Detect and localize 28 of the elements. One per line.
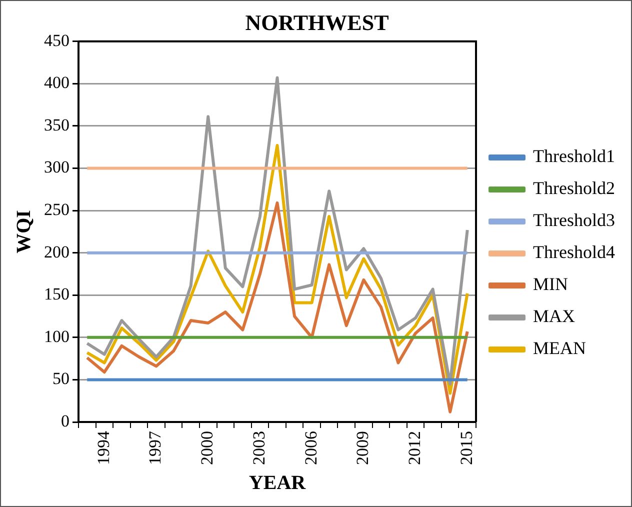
y-tick-label: 400 xyxy=(44,73,70,92)
x-tick-label: 1994 xyxy=(94,430,113,465)
x-tick-label: 2003 xyxy=(249,431,268,465)
legend-label: MIN xyxy=(533,274,568,294)
y-tick-label: 50 xyxy=(52,369,70,388)
y-tick-label: 350 xyxy=(44,115,70,134)
y-tick-label: 450 xyxy=(44,30,70,50)
legend-label: Threshold3 xyxy=(533,210,615,230)
y-tick-label: 150 xyxy=(44,284,70,304)
y-tick-label: 300 xyxy=(44,158,70,177)
chart-title: NORTHWEST xyxy=(245,10,390,35)
y-tick-label: 0 xyxy=(61,411,70,430)
x-tick-label: 1997 xyxy=(146,430,165,465)
legend-label: MEAN xyxy=(533,338,586,358)
y-tick-label: 100 xyxy=(44,326,70,346)
legend-label: Threshold2 xyxy=(533,178,615,198)
y-tick-label: 200 xyxy=(44,242,70,262)
legend-label: Threshold1 xyxy=(533,146,615,166)
x-tick-label: 2000 xyxy=(198,431,217,465)
x-tick-label: 2009 xyxy=(353,431,372,465)
x-tick-label: 2012 xyxy=(404,431,424,465)
legend-label: Threshold4 xyxy=(533,242,615,262)
x-axis-title: YEAR xyxy=(248,472,306,494)
x-tick-label: 2006 xyxy=(301,431,320,465)
legend-label: MAX xyxy=(533,306,576,326)
y-axis-title: WQI xyxy=(13,210,36,254)
y-tick-label: 250 xyxy=(44,200,70,220)
x-tick-label: 2015 xyxy=(456,431,476,465)
